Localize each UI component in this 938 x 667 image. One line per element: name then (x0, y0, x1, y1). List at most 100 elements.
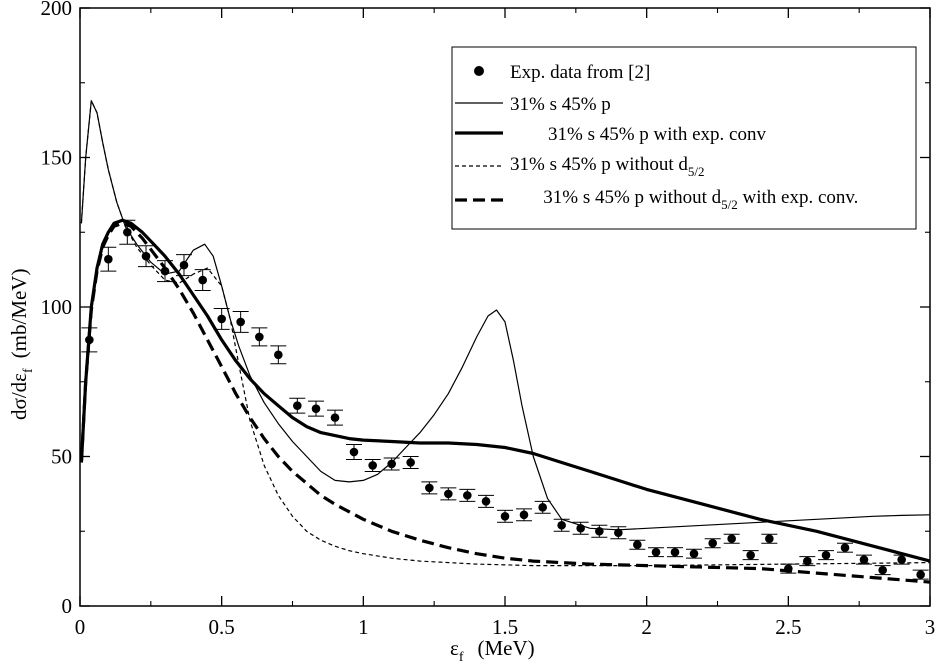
series-line-thick (79, 218, 931, 563)
exp-data-marker (633, 540, 642, 550)
exp-data-point (685, 548, 702, 559)
exp-data-point (723, 533, 740, 544)
exp-data-marker (368, 461, 377, 470)
x-tick-label: 1 (358, 615, 369, 639)
legend-label-thick-text: 31% s 45% p with exp. conv (543, 124, 766, 145)
exp-data-marker (859, 555, 869, 564)
exp-data-marker (840, 543, 850, 552)
exp-data-point (478, 494, 495, 508)
exp-data-point (799, 556, 816, 567)
exp-data-point (119, 219, 136, 245)
exp-data-point (837, 542, 853, 553)
exp-data-point (157, 260, 173, 283)
series-line-thin-dash (80, 100, 931, 567)
exp-data-point (591, 524, 608, 538)
legend-label-thin: 31% s 45% p (510, 94, 611, 115)
exp-data-point (610, 526, 627, 540)
exp-data-point (459, 488, 476, 502)
exp-data-marker (330, 413, 340, 422)
exp-data-point (402, 456, 419, 469)
exp-data-marker (897, 555, 906, 564)
exp-data-point (100, 246, 117, 272)
legend-label-thick-dash-text: 31% s 45% p without d (543, 187, 721, 208)
exp-data-marker (406, 458, 415, 467)
legend-label-thin-dash-text: 31% s 45% p without d (510, 154, 688, 175)
series-line-thick-dash (79, 221, 931, 584)
legend-label-thin-dash: 31% s 45% p without d5/2 (510, 154, 704, 179)
exp-data-point (213, 307, 230, 330)
exp-data-point (232, 310, 249, 333)
exp-data-marker (576, 523, 585, 533)
exp-data-point (497, 509, 513, 523)
exp-data-marker (803, 556, 812, 566)
exp-data-marker (293, 401, 302, 410)
x-axis-label-unit: (MeV) (478, 636, 535, 660)
exp-data-point (515, 508, 532, 522)
legend-label-thick-dash: 31% s 45% p without d5/2 with exp. conv. (510, 187, 882, 212)
exp-data-marker (708, 538, 717, 548)
exp-data-marker (349, 447, 359, 457)
legend-label-thin-text: 31% s 45% p (510, 94, 611, 115)
exp-data-marker (651, 547, 661, 557)
exp-data-point (175, 254, 192, 277)
legend-marker-exp (474, 66, 484, 76)
legend-box (451, 46, 917, 230)
exp-data-point (648, 547, 665, 558)
y-tick-label: 50 (51, 445, 72, 469)
exp-data-point (327, 409, 343, 426)
exp-data-marker (557, 520, 566, 530)
exp-data-point (667, 547, 683, 558)
exp-data-point (289, 397, 306, 414)
legend-label-thick-dash-sub: 5/2 (721, 197, 738, 212)
exp-data-marker (311, 404, 321, 413)
exp-data-marker (670, 547, 680, 557)
exp-data-point (855, 554, 872, 565)
y-tick-label: 100 (41, 295, 73, 319)
exp-data-marker (444, 489, 453, 499)
exp-data-point (345, 444, 362, 460)
exp-data-marker (274, 350, 283, 360)
exp-data-point (308, 400, 325, 417)
exp-data-marker (784, 564, 793, 573)
x-tick-label: 0.5 (209, 615, 235, 639)
exp-data-point (383, 457, 400, 471)
exp-data-marker (387, 459, 396, 469)
exp-data-marker (746, 550, 755, 560)
exp-data-marker (217, 314, 226, 324)
exp-data-marker (595, 526, 604, 536)
exp-data-marker (160, 266, 170, 276)
exp-data-marker (425, 483, 434, 493)
series-line-thin (80, 100, 931, 531)
y-axis-label-sub: f (21, 368, 36, 373)
x-tick-label: 0 (75, 615, 86, 639)
tick-layer: 0 0.5 1 1.5 2 2.5 3 0 50 100 150 200 (41, 0, 936, 639)
y-tick-label: 200 (41, 0, 73, 20)
legend-label-thick: 31% s 45% p with exp. conv (510, 124, 790, 145)
legend-label-thin-dash-sub: 5/2 (688, 164, 705, 179)
x-tick-label: 1.5 (492, 615, 518, 639)
y-tick-label: 150 (41, 146, 73, 170)
exp-data-point (440, 487, 457, 501)
y-tick-label: 0 (62, 594, 73, 618)
exp-data-marker (916, 570, 925, 579)
x-tick-label: 3 (925, 615, 936, 639)
exp-data-point (893, 554, 910, 565)
exp-data-point (874, 565, 891, 576)
exp-data-point (780, 563, 797, 574)
exp-data-point (251, 327, 268, 347)
exp-data-marker (614, 528, 623, 538)
x-axis-label-sub: f (459, 650, 464, 665)
exp-data-point (553, 518, 570, 532)
exp-data-marker (765, 534, 774, 544)
exp-data-marker (538, 503, 547, 512)
exp-data-marker (463, 491, 472, 500)
exp-data-point (704, 538, 721, 549)
x-axis-label-main: ε (450, 636, 459, 660)
data-point-layer (81, 219, 929, 580)
exp-data-point (818, 550, 835, 561)
x-axis-label: εf (MeV) (450, 636, 535, 665)
legend-label-exp: Exp. data from [2] (510, 62, 650, 83)
exp-data-marker (727, 534, 736, 544)
exp-data-point (364, 458, 381, 472)
exp-data-marker (85, 335, 94, 345)
